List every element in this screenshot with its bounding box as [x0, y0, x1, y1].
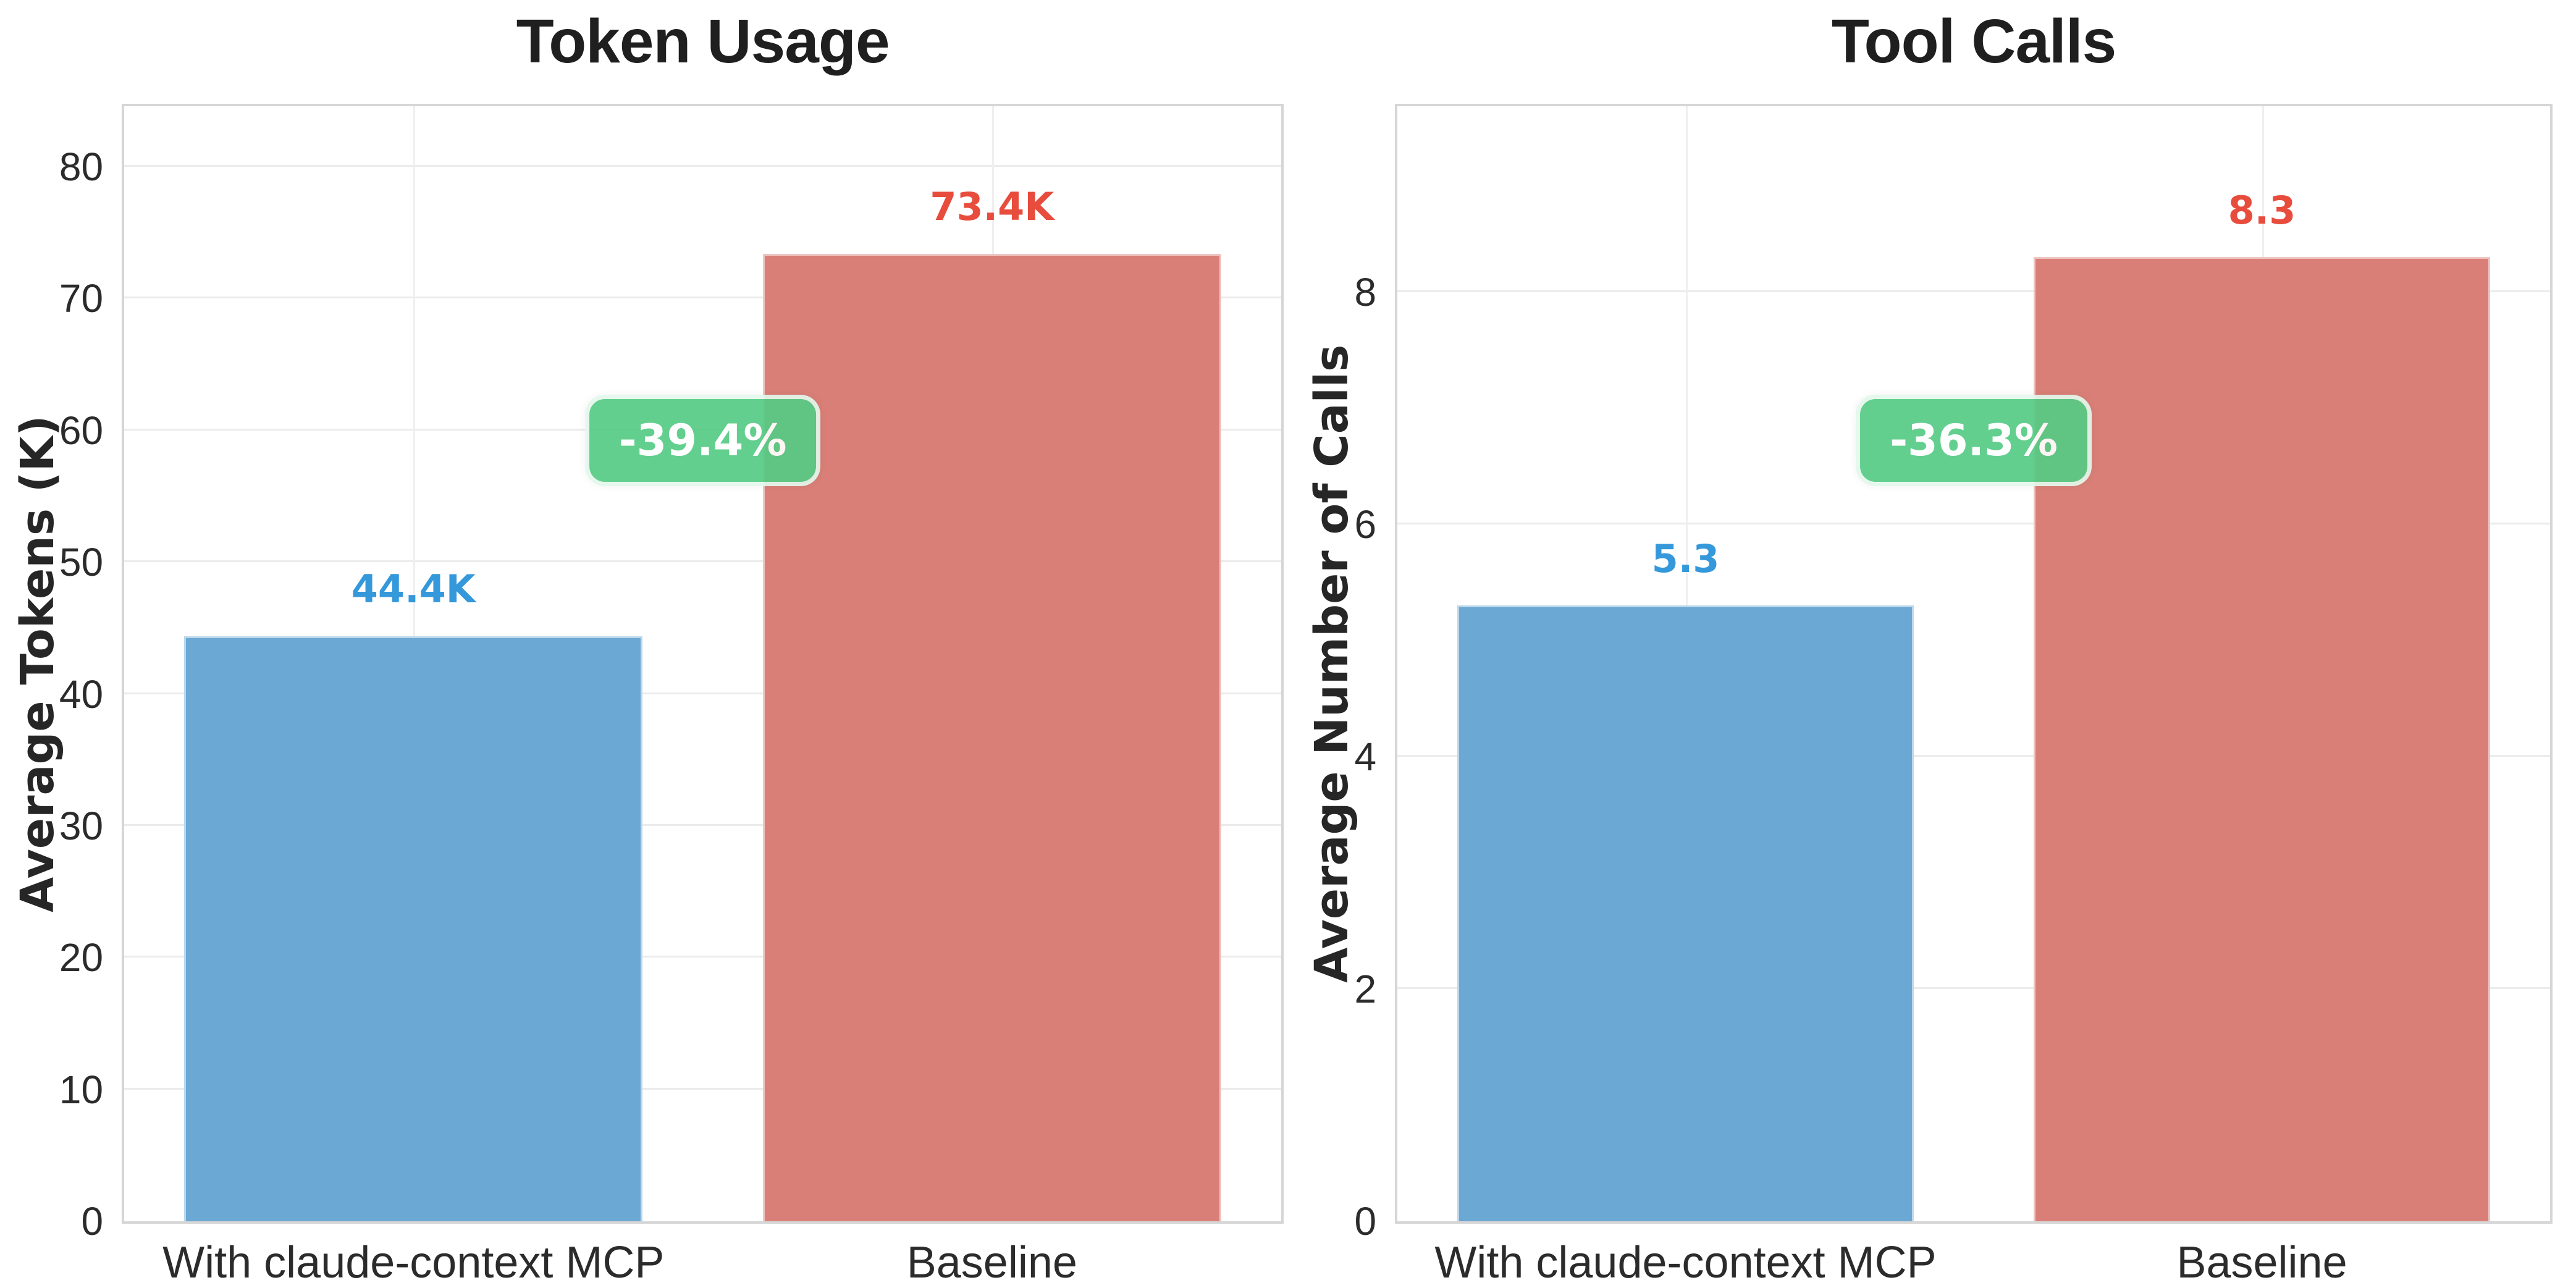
- y-tick-label: 60: [59, 408, 104, 453]
- chart-title: Tool Calls: [1831, 7, 2116, 76]
- bar-value-label: 8.3: [2228, 187, 2296, 233]
- bar-baseline: [762, 253, 1221, 1221]
- y-tick-label: 6: [1354, 502, 1377, 547]
- gridline-horizontal: [124, 692, 1282, 694]
- tool-calls-chart: Tool Calls Average Number of Calls -36.3…: [1288, 0, 2576, 1287]
- y-tick-label: 20: [59, 935, 104, 980]
- y-tick-label: 0: [1354, 1198, 1377, 1244]
- y-tick-label: 0: [81, 1198, 104, 1244]
- y-tick-label: 4: [1354, 734, 1377, 779]
- bar-mcp: [1457, 605, 1914, 1221]
- gridline-horizontal: [124, 1087, 1282, 1090]
- bar-baseline: [2034, 257, 2490, 1221]
- plot-area: -39.4% 0 10 20 30 40 50 60 70 80 44.4K With claude…: [59, 103, 1284, 1287]
- y-tick-label: 10: [59, 1067, 104, 1112]
- x-tick-label: With claude-context MCP: [162, 1237, 665, 1287]
- chart-title: Token Usage: [516, 7, 890, 76]
- x-tick-label: Baseline: [2176, 1237, 2347, 1287]
- plot-area: -36.3% 0 2 4 6 8 5.3 With claude-context MCP 8.…: [1354, 103, 2553, 1287]
- gridline-horizontal: [124, 297, 1282, 299]
- reduction-badge: -39.4%: [584, 395, 821, 487]
- bar-value-label: 44.4K: [351, 566, 476, 612]
- reduction-badge: -36.3%: [1856, 395, 2092, 487]
- bar-mcp: [184, 636, 643, 1221]
- x-tick-label: Baseline: [906, 1237, 1077, 1287]
- bar-value-label: 5.3: [1651, 536, 1720, 581]
- y-tick-label: 40: [59, 671, 104, 717]
- gridline-horizontal: [1397, 987, 2551, 989]
- gridline-horizontal: [124, 165, 1282, 167]
- x-tick-label: With claude-context MCP: [1434, 1237, 1937, 1287]
- gridline-horizontal: [1397, 290, 2551, 292]
- gridline-horizontal: [124, 823, 1282, 826]
- y-axis-label: Average Tokens (K): [11, 415, 64, 912]
- y-tick-label: 30: [59, 803, 104, 848]
- y-tick-label: 70: [59, 276, 104, 321]
- y-tick-label: 80: [59, 145, 104, 190]
- y-axis-label: Average Number of Calls: [1305, 344, 1358, 983]
- gridline-horizontal: [1397, 754, 2551, 757]
- gridline-horizontal: [124, 956, 1282, 958]
- y-tick-label: 8: [1354, 269, 1377, 314]
- y-tick-label: 50: [59, 540, 104, 585]
- token-usage-chart: Token Usage Average Tokens (K) -39.4% 0 1…: [0, 0, 1288, 1287]
- gridline-horizontal: [1397, 522, 2551, 524]
- gridline-horizontal: [124, 560, 1282, 563]
- y-tick-label: 2: [1354, 966, 1377, 1011]
- bar-value-label: 73.4K: [930, 184, 1054, 230]
